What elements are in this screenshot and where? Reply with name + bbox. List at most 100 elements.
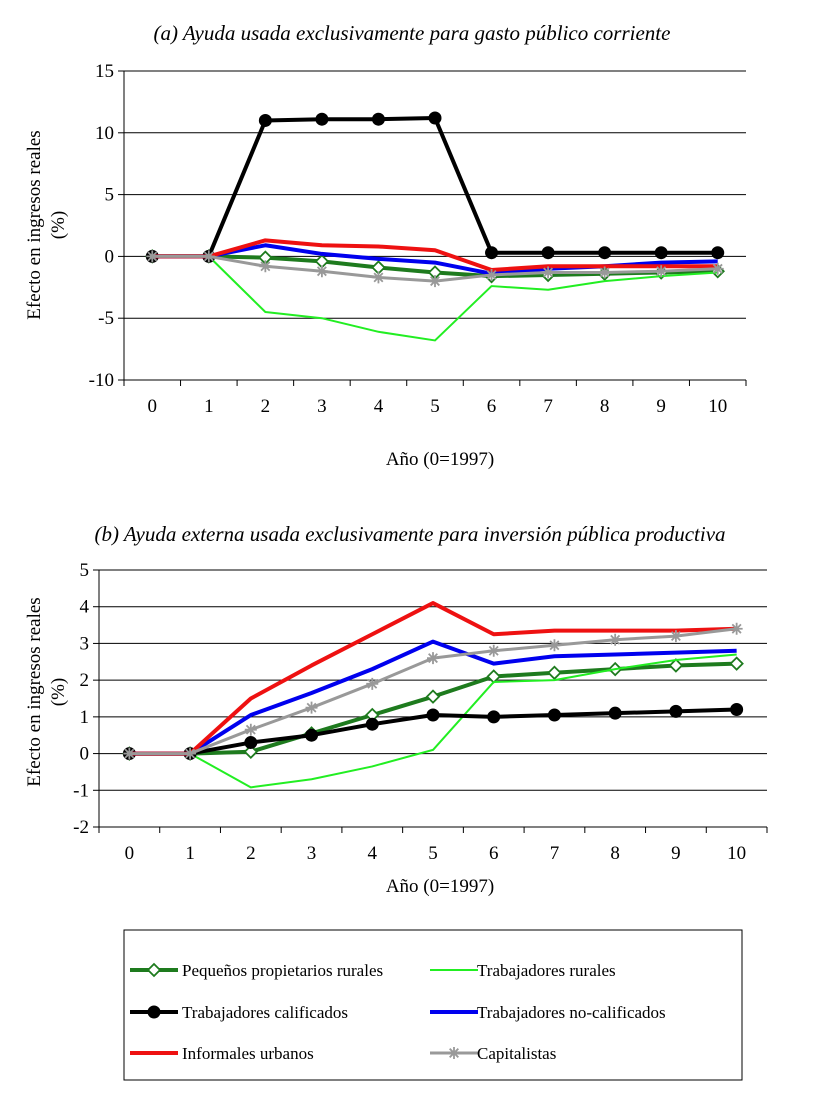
chart-a-series-6-point [485, 268, 498, 281]
chart-a-x-tick-label: 7 [543, 396, 553, 417]
chart-b-series-line-5 [129, 601, 737, 756]
chart-a-series-3-point [654, 246, 668, 260]
legend: Pequeños propietarios rurales Trabajadore… [130, 961, 666, 1063]
legend-label-1: Pequeños propietarios rurales [182, 961, 383, 980]
chart-a-x-tick-label: 4 [374, 396, 384, 417]
legend-marker-3 [147, 1005, 161, 1019]
chart-b-series-6-point [730, 622, 743, 635]
legend-label-4: Trabajadores no-calificados [477, 1003, 666, 1022]
legend-marker-1 [146, 962, 162, 978]
chart-a-series-6-point [202, 250, 215, 263]
chart-b-y-axis-label-line2: (%) [48, 678, 69, 706]
chart-b-y-tick-label: 0 [80, 744, 90, 765]
chart-a-series-6-point [542, 266, 555, 279]
chart-a-series-line-2 [152, 255, 718, 342]
chart-b-series-6-point [184, 747, 197, 760]
chart-b-series-1-point [243, 744, 259, 760]
chart-b-y-tick-label: 3 [80, 633, 90, 654]
chart-b-series-line-4 [129, 639, 737, 756]
chart-b-series-6-point [305, 701, 318, 714]
chart-a-y-tick-label: 0 [105, 246, 115, 267]
chart-b-series-3-point [487, 710, 501, 724]
chart-a-y-axis-label-line1: Efecto en ingresos reales [24, 130, 45, 319]
chart-b-x-axis-label: Año (0=1997) [386, 876, 494, 897]
chart-b-series-3-point [305, 728, 319, 742]
chart-a-y-tick-label: -5 [98, 308, 114, 329]
chart-b-x-tick-label: 10 [727, 843, 746, 864]
chart-a-x-tick-label: 5 [430, 396, 440, 417]
legend-label-3: Trabajadores calificados [182, 1003, 348, 1022]
chart-a-x-tick-label: 8 [600, 396, 610, 417]
chart-a-x-tick-label: 2 [261, 396, 271, 417]
chart-b-series-6-point [427, 652, 439, 665]
chart-a-series-6-point [146, 250, 159, 263]
chart-b-series-3-point [426, 708, 440, 722]
legend-label-6: Capitalistas [477, 1044, 556, 1063]
chart-a-series-line-5 [152, 238, 718, 272]
chart-b-y-tick-label: 5 [80, 560, 90, 581]
chart-a-y-tick-label: 15 [95, 61, 114, 82]
chart-a-x-tick-label: 0 [148, 396, 158, 417]
chart-a-series-3-point [485, 246, 499, 260]
chart-b-title: (b) Ayuda externa usada exclusivamente p… [94, 522, 725, 546]
chart-b-series-3-point [669, 704, 683, 718]
chart-b-series-6-point [669, 630, 682, 643]
chart-a-series-3-point [541, 246, 555, 260]
chart-b-series-6-point [548, 639, 561, 652]
chart-b-x-tick-label: 3 [307, 843, 317, 864]
chart-b-series-3-point [730, 703, 744, 717]
chart-a-series-6-point [598, 266, 611, 279]
chart-a-y-tick-label: -10 [89, 370, 114, 391]
chart-b-series-6-point [366, 677, 379, 690]
chart-b-x-tick-label: 5 [428, 843, 438, 864]
chart-b-series-3-point [608, 706, 622, 720]
chart-a-series-6-point [259, 260, 272, 273]
chart-b-x-tick-label: 9 [671, 843, 681, 864]
chart-b-y-tick-label: 2 [80, 670, 90, 691]
chart-b: -2 -1 0 1 2 3 4 5 0 1 2 3 4 5 6 7 8 9 10 [73, 560, 768, 864]
chart-a-series-3-point [711, 246, 725, 260]
chart-a-series-6-point [315, 265, 328, 278]
chart-b-x-tick-label: 6 [489, 843, 499, 864]
chart-a-series-6-point [655, 265, 668, 278]
chart-b-series-6-point [123, 747, 136, 760]
chart-b-series-6-point [244, 723, 257, 736]
chart-b-y-tick-label: 1 [80, 707, 90, 728]
chart-a-series-3-point [315, 112, 329, 126]
legend-marker-6 [448, 1047, 460, 1059]
chart-a-series-6-point [372, 271, 385, 284]
chart-b-y-tick-label: -2 [73, 817, 89, 838]
chart-a-series-3-point [428, 111, 442, 125]
chart-b-series-line-2 [129, 653, 737, 789]
chart-a-x-tick-label: 9 [656, 396, 666, 417]
chart-a-series-6-point [429, 275, 441, 288]
chart-b-series-3-point [547, 708, 561, 722]
chart-b-series-3-point [365, 717, 379, 731]
chart-a: -10 -5 0 5 10 15 0 1 2 3 4 5 6 7 8 9 10 [89, 61, 747, 417]
chart-b-y-axis-label-line1: Efecto en ingresos reales [24, 597, 45, 786]
chart-a-series-6-point [711, 262, 724, 275]
chart-b-y-tick-label: 4 [80, 597, 90, 618]
chart-b-series-1-point [486, 669, 502, 684]
chart-b-x-tick-label: 0 [125, 843, 135, 864]
chart-b-x-tick-label: 4 [368, 843, 378, 864]
chart-a-x-tick-label: 1 [204, 396, 214, 417]
chart-b-y-tick-label: -1 [73, 780, 89, 801]
chart-a-series-3-point [598, 246, 612, 260]
chart-b-x-tick-label: 7 [550, 843, 560, 864]
chart-b-series-6-point [487, 644, 500, 657]
legend-label-2: Trabajadores rurales [477, 961, 616, 980]
chart-a-y-axis-label-line2: (%) [48, 211, 69, 239]
chart-b-x-tick-label: 8 [610, 843, 620, 864]
chart-a-x-tick-label: 10 [708, 396, 727, 417]
chart-a-series-3-point [258, 113, 272, 127]
legend-label-5: Informales urbanos [182, 1044, 314, 1063]
chart-b-series-1-point [547, 665, 562, 681]
chart-a-title: (a) Ayuda usada exclusivamente para gast… [154, 21, 671, 45]
chart-a-x-tick-label: 3 [317, 396, 327, 417]
chart-a-series-line-3 [152, 115, 718, 259]
chart-b-series-1-point [425, 689, 441, 704]
chart-b-x-tick-label: 2 [246, 843, 256, 864]
